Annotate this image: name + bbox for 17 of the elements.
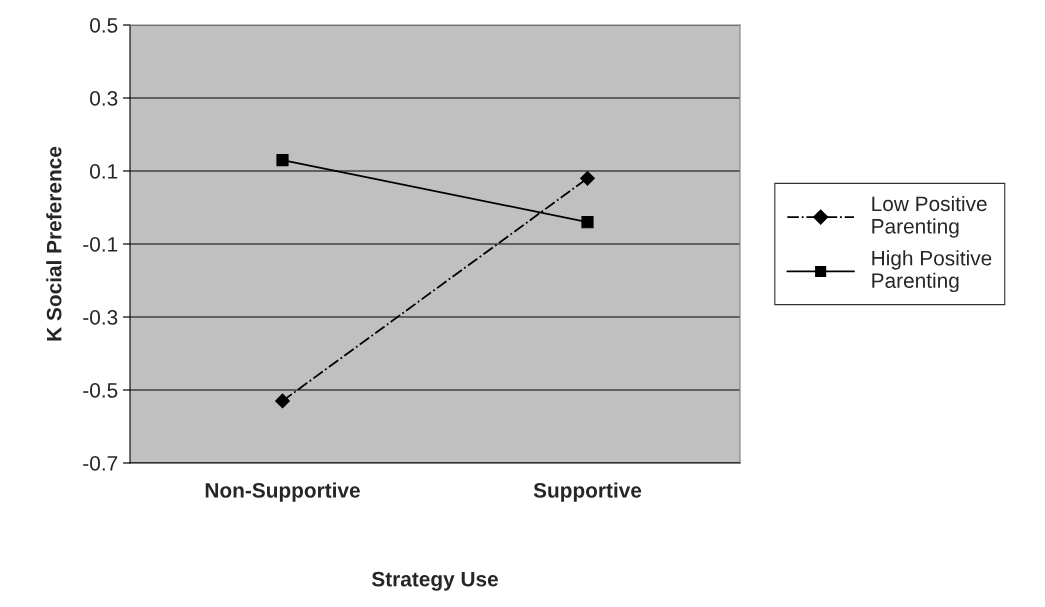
y-tick-label: -0.3 bbox=[83, 310, 118, 325]
x-tick-label: Supportive bbox=[533, 482, 642, 502]
y-tick-label: -0.5 bbox=[83, 383, 118, 398]
y-tick-label: 0.3 bbox=[90, 91, 118, 106]
y-tick-label: 0.5 bbox=[90, 18, 118, 33]
x-axis-title: Strategy Use bbox=[371, 571, 498, 591]
point bbox=[580, 170, 595, 186]
point bbox=[275, 393, 290, 409]
y-tick-label: 0.1 bbox=[90, 164, 118, 179]
y-axis-title: K Social Preference bbox=[46, 146, 62, 341]
legend-label: Low Positive Parenting bbox=[872, 195, 987, 238]
legend-label: High Positive Parenting bbox=[872, 250, 992, 293]
x-tick-label: Non-Supportive bbox=[205, 482, 360, 502]
point bbox=[581, 216, 594, 229]
y-tick-label: -0.1 bbox=[83, 237, 118, 252]
y-tick-label: -0.7 bbox=[83, 456, 118, 471]
point bbox=[276, 153, 289, 167]
